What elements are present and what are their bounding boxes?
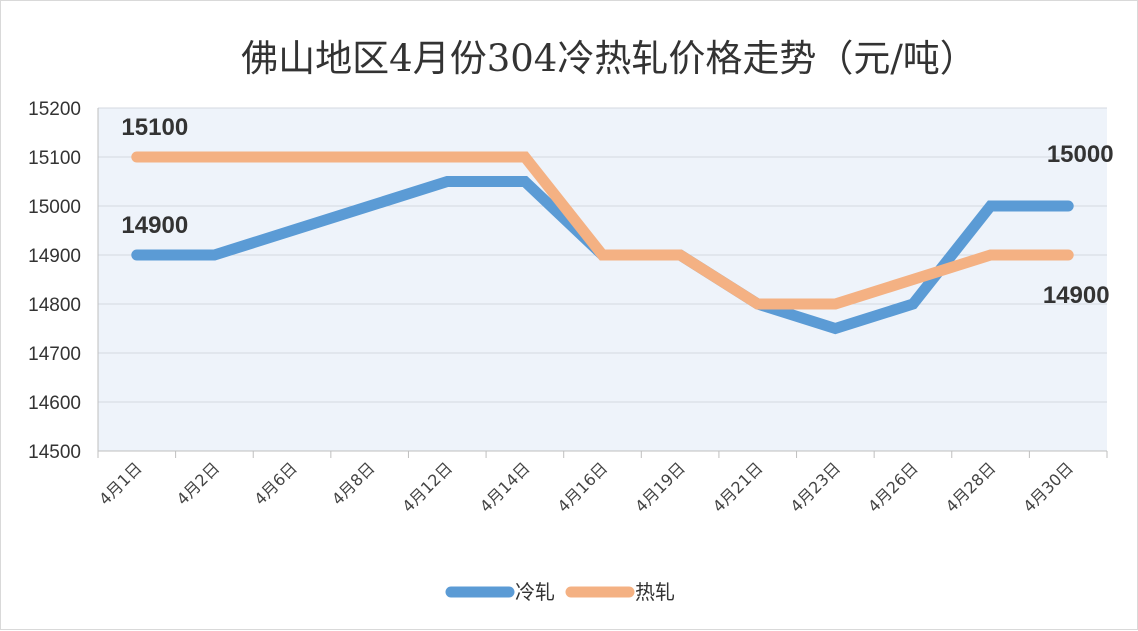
y-tick-label: 14700 bbox=[28, 344, 81, 365]
data-label: 14900 bbox=[1043, 282, 1110, 309]
data-labels: 15100 14900 15000 14900 bbox=[121, 114, 1113, 309]
x-tick-label: 4月28日 bbox=[942, 458, 1000, 516]
y-axis-ticks: 14500 14600 14700 14800 14900 15000 15100 15200 bbox=[28, 99, 81, 463]
x-tick-label: 4月23日 bbox=[787, 458, 845, 516]
gridlines bbox=[98, 107, 1107, 403]
data-label: 15000 bbox=[1047, 141, 1114, 168]
data-label: 14900 bbox=[121, 212, 188, 239]
x-tick-label: 4月8日 bbox=[328, 458, 378, 508]
series-lines bbox=[131, 151, 1074, 335]
x-tick-label: 4月12日 bbox=[398, 458, 456, 516]
data-label: 15100 bbox=[121, 114, 188, 141]
y-tick-label: 14900 bbox=[28, 246, 81, 267]
axes bbox=[97, 108, 1107, 452]
series-line-hot-rolled bbox=[131, 151, 1074, 310]
x-tick-label: 4月1日 bbox=[95, 458, 145, 508]
x-tick-label: 4月30日 bbox=[1019, 458, 1077, 516]
y-tick-label: 14600 bbox=[28, 393, 81, 414]
legend: 冷轧 热轧 bbox=[445, 580, 675, 604]
y-tick-label: 14800 bbox=[28, 295, 81, 316]
x-tick-label: 4月21日 bbox=[709, 458, 767, 516]
x-tick-label: 4月6日 bbox=[250, 458, 300, 508]
x-tick-label: 4月16日 bbox=[554, 458, 612, 516]
x-tick-label: 4月26日 bbox=[864, 458, 922, 516]
legend-label: 冷轧 bbox=[515, 580, 555, 604]
x-tick-label: 4月19日 bbox=[631, 458, 689, 516]
legend-label: 热轧 bbox=[635, 580, 675, 604]
y-tick-label: 15100 bbox=[28, 148, 81, 169]
x-tick-label: 4月2日 bbox=[173, 458, 223, 508]
y-tick-label: 14500 bbox=[28, 442, 81, 463]
y-tick-label: 15200 bbox=[28, 99, 81, 120]
y-tick-label: 15000 bbox=[28, 197, 81, 218]
x-tick-label: 4月14日 bbox=[476, 458, 534, 516]
x-axis-ticks: 4月1日 4月2日 4月6日 4月8日 4月12日 4月14日 4月16日 4月19日 4月21… bbox=[95, 451, 1108, 516]
chart-title: 佛山地区4月份304冷热轧价格走势（元/吨） bbox=[241, 37, 977, 80]
